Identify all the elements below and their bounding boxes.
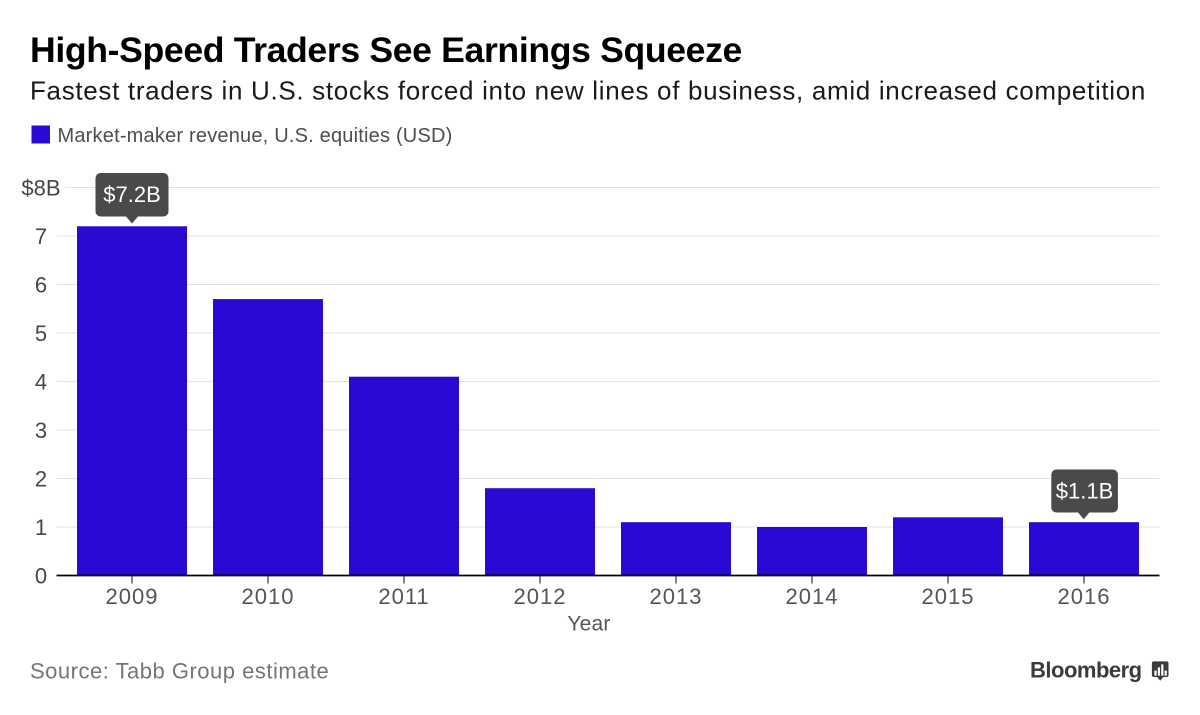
svg-text:7: 7 (35, 224, 47, 249)
svg-text:2010: 2010 (242, 584, 295, 609)
svg-text:2009: 2009 (106, 584, 159, 609)
svg-text:0: 0 (35, 564, 47, 589)
svg-text:2016: 2016 (1058, 584, 1111, 609)
svg-text:2013: 2013 (650, 584, 703, 609)
svg-text:Year: Year (567, 613, 610, 636)
svg-text:Fastest traders in U.S. stocks: Fastest traders in U.S. stocks forced in… (30, 76, 1146, 106)
svg-text:2012: 2012 (514, 584, 567, 609)
svg-text:5: 5 (35, 321, 47, 346)
svg-text:1: 1 (35, 515, 47, 540)
svg-text:2014: 2014 (786, 584, 839, 609)
svg-text:4: 4 (35, 370, 47, 395)
svg-text:Source: Tabb Group estimate: Source: Tabb Group estimate (30, 659, 329, 684)
svg-text:$8B: $8B (21, 176, 60, 201)
svg-text:2011: 2011 (378, 584, 429, 609)
svg-text:2015: 2015 (922, 584, 975, 609)
svg-text:6: 6 (35, 273, 47, 298)
svg-text:2: 2 (35, 467, 47, 492)
svg-text:$1.1B: $1.1B (1056, 479, 1114, 504)
svg-text:$7.2B: $7.2B (103, 182, 161, 207)
svg-text:3: 3 (35, 418, 47, 443)
svg-text:Market-maker revenue, U.S. equ: Market-maker revenue, U.S. equities (USD… (58, 125, 453, 147)
svg-text:Bloomberg: Bloomberg (1030, 658, 1142, 683)
svg-text:High-Speed Traders See Earning: High-Speed Traders See Earnings Squeeze (30, 30, 742, 70)
